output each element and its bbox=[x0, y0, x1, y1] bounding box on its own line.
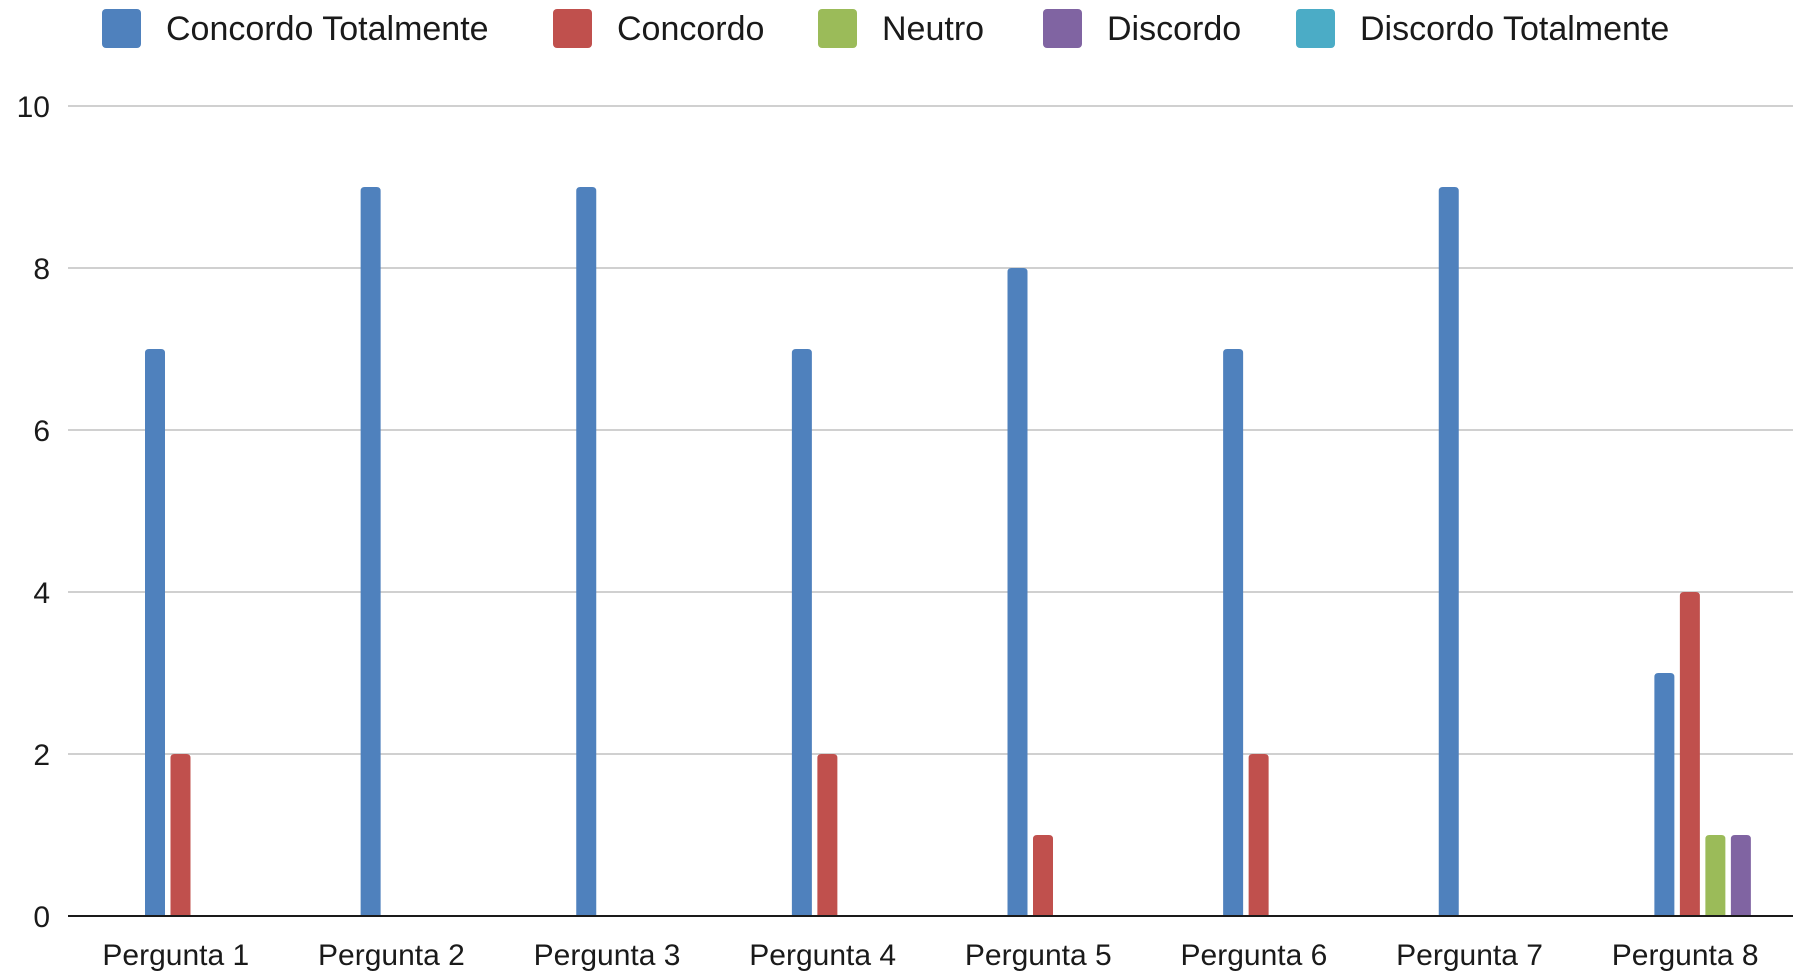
legend-swatch-discordo bbox=[1043, 9, 1082, 48]
bar-pergunta-8-concordo bbox=[1679, 592, 1700, 916]
bar-pergunta-5-concordo-totalmente bbox=[1007, 268, 1028, 916]
x-tick-label-pergunta-2: Pergunta 2 bbox=[318, 939, 465, 972]
bar-pergunta-8-neutro bbox=[1705, 835, 1726, 916]
y-tick-label-4: 4 bbox=[33, 577, 50, 610]
legend-label-concordo: Concordo bbox=[617, 10, 764, 48]
bar-pergunta-8-discordo bbox=[1730, 835, 1751, 916]
y-tick-label-0: 0 bbox=[33, 901, 50, 934]
bar-pergunta-8-concordo-totalmente bbox=[1654, 673, 1675, 916]
y-tick-label-10: 10 bbox=[17, 91, 50, 124]
bar-pergunta-1-concordo bbox=[170, 754, 191, 916]
bars bbox=[145, 187, 1751, 916]
legend-label-neutro: Neutro bbox=[882, 10, 984, 48]
bar-pergunta-2-concordo-totalmente bbox=[360, 187, 381, 916]
x-tick-label-pergunta-4: Pergunta 4 bbox=[749, 939, 896, 972]
y-axis-ticks: 0 2 4 6 8 10 bbox=[17, 91, 50, 934]
bar-pergunta-4-concordo-totalmente bbox=[791, 349, 812, 916]
y-tick-label-8: 8 bbox=[33, 253, 50, 286]
bar-pergunta-4-concordo bbox=[817, 754, 838, 916]
bar-pergunta-3-concordo-totalmente bbox=[576, 187, 597, 916]
x-tick-label-pergunta-7: Pergunta 7 bbox=[1396, 939, 1543, 972]
x-tick-label-pergunta-1: Pergunta 1 bbox=[102, 939, 249, 972]
x-tick-label-pergunta-6: Pergunta 6 bbox=[1181, 939, 1328, 972]
legend-label-concordo-totalmente: Concordo Totalmente bbox=[166, 10, 489, 48]
bar-pergunta-1-concordo-totalmente bbox=[145, 349, 165, 916]
legend-label-discordo: Discordo bbox=[1107, 10, 1241, 48]
bar-pergunta-6-concordo bbox=[1248, 754, 1269, 916]
bar-pergunta-5-concordo bbox=[1033, 835, 1053, 916]
y-tick-label-6: 6 bbox=[33, 415, 50, 448]
legend: Concordo Totalmente Concordo Neutro Discord… bbox=[102, 9, 1669, 48]
bar-pergunta-6-concordo-totalmente bbox=[1223, 349, 1244, 916]
legend-label-discordo-totalmente: Discordo Totalmente bbox=[1360, 10, 1669, 48]
x-tick-label-pergunta-5: Pergunta 5 bbox=[965, 939, 1112, 972]
gridlines bbox=[68, 105, 1793, 755]
y-tick-label-2: 2 bbox=[33, 739, 50, 772]
legend-swatch-concordo bbox=[553, 9, 592, 48]
legend-swatch-discordo-totalmente bbox=[1296, 9, 1335, 48]
bar-pergunta-7-concordo-totalmente bbox=[1438, 187, 1459, 916]
legend-swatch-neutro bbox=[818, 9, 857, 48]
legend-swatch-concordo-totalmente bbox=[102, 9, 141, 48]
x-axis-labels: Pergunta 1 Pergunta 2 Pergunta 3 Pergunta 4… bbox=[102, 939, 1758, 972]
x-tick-label-pergunta-3: Pergunta 3 bbox=[534, 939, 681, 972]
x-tick-label-pergunta-8: Pergunta 8 bbox=[1612, 939, 1759, 972]
